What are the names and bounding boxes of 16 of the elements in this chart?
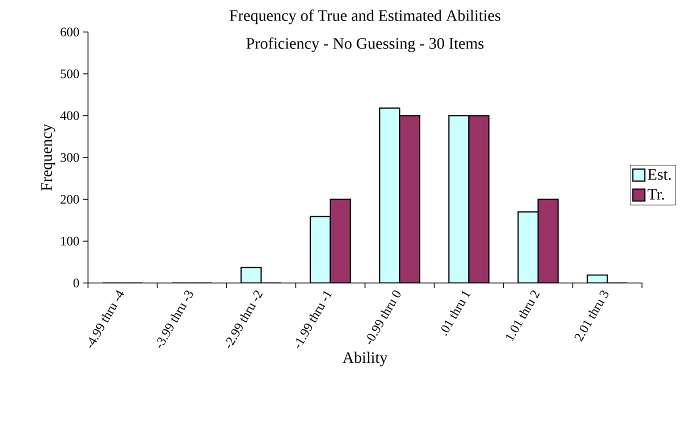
x-tick-label: 2.01 thru 3 [574, 290, 608, 342]
y-axis-title: Frequency [41, 124, 56, 191]
y-tick-label: 0 [74, 278, 79, 288]
x-axis-title: Ability [342, 352, 388, 366]
y-tick-label: 200 [60, 194, 79, 204]
y-tick-label: 100 [61, 236, 79, 246]
x-tick-label: .01 thru 1 [441, 291, 471, 336]
legend-label: Est. [648, 169, 671, 180]
y-tick-label: 400 [60, 111, 79, 120]
x-tick-label: 1.01 thru 2 [506, 290, 540, 342]
y-tick-label: 600 [60, 28, 79, 36]
chart-subtitle: Proficiency - No Guessing - 30 Items [246, 37, 484, 52]
y-tick-label: 500 [60, 69, 79, 78]
legend-label: Tr. [648, 189, 664, 200]
y-tick-label: 300 [60, 153, 79, 162]
chart-title: Frequency of True and Estimated Abilities [230, 10, 500, 24]
